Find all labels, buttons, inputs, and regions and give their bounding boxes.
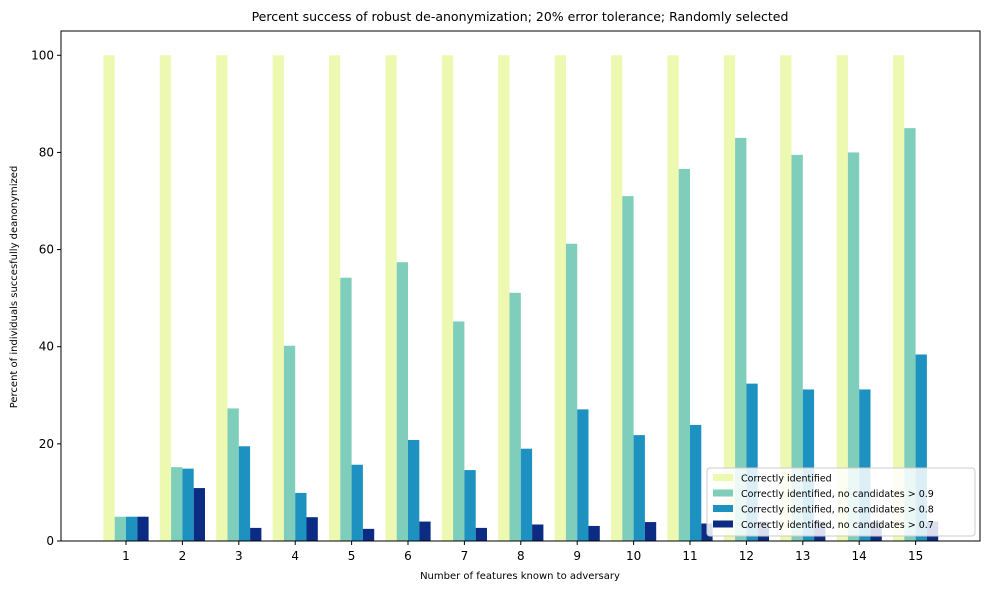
x-tick-label: 13 xyxy=(795,549,810,563)
chart-title: Percent success of robust de-anonymizati… xyxy=(252,9,789,24)
bar-series4-2 xyxy=(193,488,205,541)
bar-series4-4 xyxy=(306,517,318,541)
bar-series3-2 xyxy=(182,468,194,541)
bar-series3-6 xyxy=(408,439,420,541)
x-tick-label: 4 xyxy=(291,549,299,563)
bar-series2-4 xyxy=(283,345,296,541)
bar-series4-7 xyxy=(475,527,487,541)
bar-series3-1 xyxy=(126,516,138,541)
legend-swatch xyxy=(713,505,733,512)
bar-series4-3 xyxy=(250,527,262,541)
x-tick-label: 1 xyxy=(122,549,130,563)
bar-series4-1 xyxy=(137,516,149,541)
bar-series2-7 xyxy=(453,321,465,541)
legend-box xyxy=(706,467,976,537)
bar-series1-10 xyxy=(611,55,623,541)
bar-series2-12 xyxy=(735,137,747,542)
bar-series2-1 xyxy=(114,516,126,541)
y-axis: 0 20 40 60 80 100 xyxy=(31,48,61,548)
bar-series1-9 xyxy=(554,55,566,541)
bar-series4-10 xyxy=(644,522,657,541)
bar-series1-13 xyxy=(780,55,792,541)
bar-series2-2 xyxy=(171,467,183,541)
bar-series1-6 xyxy=(385,55,397,541)
bar-series1-11 xyxy=(667,55,679,541)
bar-series3-3 xyxy=(238,446,251,541)
x-tick-label: 6 xyxy=(404,549,412,563)
bar-series3-15 xyxy=(915,354,927,541)
legend-swatch xyxy=(713,520,733,528)
y-tick-label: 80 xyxy=(39,145,54,159)
legend-swatch xyxy=(713,489,733,497)
bar-series3-12 xyxy=(746,383,758,541)
y-tick-label: 40 xyxy=(39,340,54,354)
bar-series2-11 xyxy=(678,168,690,541)
bar-series1-15 xyxy=(893,55,905,541)
bar-series4-9 xyxy=(588,525,600,541)
x-tick-label: 8 xyxy=(517,549,525,563)
x-axis-label: Number of features known to adversary xyxy=(420,571,620,582)
legend-entry: Correctly identified, no candidates > 0.… xyxy=(741,489,934,500)
y-tick-label: 20 xyxy=(39,437,54,451)
bar-series4-5 xyxy=(362,528,375,541)
bar-series2-10 xyxy=(622,196,634,541)
bar-series2-15 xyxy=(904,128,916,541)
bar-series1-5 xyxy=(329,55,341,541)
bar-series4-6 xyxy=(419,521,431,541)
x-tick-label: 11 xyxy=(682,549,697,563)
bar-series1-2 xyxy=(159,55,172,541)
bar-series3-4 xyxy=(295,492,307,541)
bar-series2-8 xyxy=(509,292,521,541)
y-tick-label: 0 xyxy=(46,534,54,548)
bar-series3-10 xyxy=(633,435,645,541)
x-tick-label: 14 xyxy=(852,549,867,563)
bar-series1-4 xyxy=(272,55,284,541)
bar-series2-6 xyxy=(396,262,408,541)
legend-entry: Correctly identified, no candidates > 0.… xyxy=(741,520,934,531)
y-tick-label: 60 xyxy=(39,243,54,257)
y-tick-label: 100 xyxy=(31,48,54,62)
bar-series2-5 xyxy=(340,277,352,541)
legend-entry: Correctly identified, no candidates > 0.… xyxy=(741,505,934,516)
x-tick-label: 9 xyxy=(573,549,581,563)
bar-series4-8 xyxy=(532,524,544,541)
bar-series2-9 xyxy=(565,243,578,542)
bar-series1-1 xyxy=(103,55,115,541)
bar-series1-12 xyxy=(723,55,736,541)
bar-series3-5 xyxy=(351,464,363,541)
legend-swatch xyxy=(713,474,733,481)
bar-series1-8 xyxy=(498,55,510,541)
bar-series2-13 xyxy=(791,154,803,542)
bar-series3-13 xyxy=(802,389,815,541)
bar-series3-14 xyxy=(859,389,871,541)
legend-entry: Correctly identified xyxy=(741,474,832,485)
x-tick-label: 15 xyxy=(908,549,923,563)
x-tick-label: 7 xyxy=(461,549,469,563)
x-tick-label: 3 xyxy=(235,549,243,563)
x-tick-label: 2 xyxy=(179,549,187,563)
x-tick-label: 12 xyxy=(739,549,754,563)
plot-area xyxy=(60,30,981,542)
y-axis-label: Percent of individuals succesfully deano… xyxy=(9,166,20,409)
bar-series1-3 xyxy=(216,55,228,541)
legend: Correctly identified Correctly identified… xyxy=(706,467,976,537)
bar-series3-7 xyxy=(464,470,476,541)
bar-series3-9 xyxy=(577,409,589,541)
bar-series2-3 xyxy=(227,408,239,541)
bar-series1-14 xyxy=(836,55,848,541)
x-axis: 1 2 3 4 5 6 7 8 9 10 11 12 13 14 15 xyxy=(122,541,923,563)
bar-series3-11 xyxy=(690,424,702,541)
bar-series1-7 xyxy=(441,55,454,541)
bar-series3-8 xyxy=(520,448,533,541)
x-tick-label: 10 xyxy=(626,549,641,563)
x-tick-label: 5 xyxy=(348,549,356,563)
bar-series2-14 xyxy=(847,152,860,541)
